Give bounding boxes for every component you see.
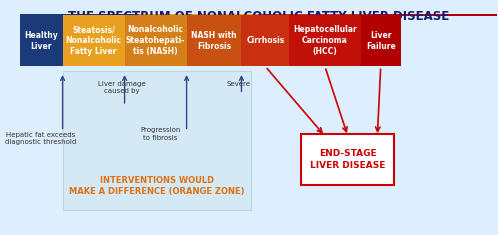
Text: Cirrhosis: Cirrhosis bbox=[246, 36, 284, 45]
Text: INTERVENTIONS WOULD
MAKE A DIFFERENCE (ORANGE ZONE): INTERVENTIONS WOULD MAKE A DIFFERENCE (O… bbox=[69, 176, 245, 196]
FancyBboxPatch shape bbox=[124, 15, 187, 67]
Text: Hepatic fat exceeds
diagnostic threshold: Hepatic fat exceeds diagnostic threshold bbox=[5, 132, 77, 145]
FancyBboxPatch shape bbox=[289, 15, 361, 67]
Text: Hepatocellular
Carcinoma
(HCC): Hepatocellular Carcinoma (HCC) bbox=[293, 25, 357, 56]
Text: Nonalcoholic
Steatohepati-
tis (NASH): Nonalcoholic Steatohepati- tis (NASH) bbox=[126, 25, 185, 56]
FancyBboxPatch shape bbox=[258, 14, 377, 16]
Text: Liver
Failure: Liver Failure bbox=[366, 31, 396, 51]
Text: Progression
to fibrosis: Progression to fibrosis bbox=[140, 127, 181, 141]
FancyBboxPatch shape bbox=[63, 15, 124, 67]
FancyBboxPatch shape bbox=[242, 15, 289, 67]
Text: THE SPECTRUM OF NONALCOHOLIC FATTY LIVER DISEASE: THE SPECTRUM OF NONALCOHOLIC FATTY LIVER… bbox=[68, 9, 449, 23]
FancyBboxPatch shape bbox=[377, 14, 497, 16]
Text: Severe: Severe bbox=[226, 81, 250, 87]
Text: NASH with
Fibrosis: NASH with Fibrosis bbox=[191, 31, 237, 51]
Text: Liver damage
caused by: Liver damage caused by bbox=[99, 81, 146, 94]
FancyBboxPatch shape bbox=[19, 15, 63, 67]
FancyBboxPatch shape bbox=[19, 14, 139, 16]
Text: Healthy
Liver: Healthy Liver bbox=[24, 31, 58, 51]
Text: Steatosis/
Nonalcoholic
Fatty Liver: Steatosis/ Nonalcoholic Fatty Liver bbox=[66, 25, 122, 56]
FancyBboxPatch shape bbox=[63, 71, 251, 210]
FancyBboxPatch shape bbox=[139, 14, 258, 16]
Text: END-STAGE
LIVER DISEASE: END-STAGE LIVER DISEASE bbox=[310, 149, 385, 170]
FancyBboxPatch shape bbox=[187, 15, 242, 67]
FancyBboxPatch shape bbox=[301, 134, 394, 185]
FancyBboxPatch shape bbox=[361, 15, 401, 67]
